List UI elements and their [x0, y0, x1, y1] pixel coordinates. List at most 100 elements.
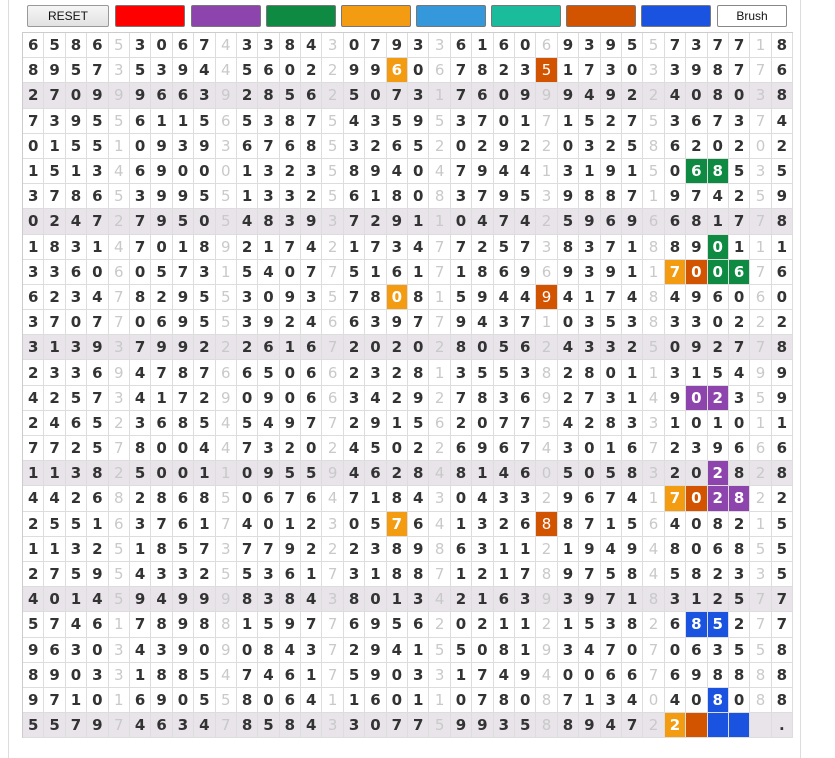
grid-cell[interactable]: 7: [44, 184, 66, 210]
grid-cell[interactable]: 9: [771, 385, 794, 411]
grid-cell[interactable]: 7: [728, 58, 751, 84]
grid-cell[interactable]: 3: [343, 133, 366, 159]
grid-cell[interactable]: 9: [536, 637, 558, 663]
grid-cell[interactable]: 2: [728, 612, 751, 638]
grid-cell[interactable]: 7: [65, 713, 88, 739]
grid-cell[interactable]: 3: [579, 335, 601, 361]
grid-cell[interactable]: 0: [621, 58, 644, 84]
grid-cell[interactable]: 3: [408, 83, 430, 109]
grid-cell[interactable]: 7: [215, 713, 237, 739]
grid-cell[interactable]: 1: [750, 410, 772, 436]
grid-cell[interactable]: 8: [151, 612, 173, 638]
grid-cell[interactable]: 1: [44, 133, 66, 159]
grid-cell[interactable]: 2: [472, 561, 494, 588]
grid-cell[interactable]: 8: [258, 637, 280, 663]
grid-cell[interactable]: 2: [664, 461, 687, 487]
grid-cell[interactable]: 6: [215, 360, 237, 386]
grid-cell[interactable]: 3: [129, 33, 152, 59]
grid-cell[interactable]: 8: [172, 662, 195, 688]
grid-cell[interactable]: 2: [322, 234, 344, 260]
grid-cell[interactable]: 2: [493, 58, 515, 84]
grid-cell[interactable]: 7: [750, 335, 772, 361]
grid-cell[interactable]: 8: [771, 687, 794, 714]
grid-cell[interactable]: 6: [343, 310, 366, 336]
grid-cell[interactable]: 0: [65, 83, 88, 109]
grid-cell[interactable]: 7: [643, 436, 665, 462]
grid-cell[interactable]: 4: [514, 284, 537, 311]
grid-cell[interactable]: 5: [236, 58, 259, 84]
grid-cell[interactable]: 9: [493, 133, 515, 159]
grid-cell[interactable]: 8: [686, 612, 708, 638]
grid-cell[interactable]: 3: [579, 310, 601, 336]
grid-cell[interactable]: 3: [579, 33, 601, 59]
grid-cell[interactable]: 1: [750, 234, 772, 260]
grid-cell[interactable]: 4: [343, 461, 366, 487]
grid-cell[interactable]: 7: [664, 33, 687, 59]
grid-cell[interactable]: 9: [215, 385, 237, 411]
grid-cell[interactable]: 5: [194, 662, 216, 688]
grid-cell[interactable]: 3: [514, 587, 537, 613]
grid-cell[interactable]: 6: [771, 436, 794, 462]
grid-cell[interactable]: 3: [258, 33, 280, 59]
grid-cell[interactable]: 8: [664, 234, 687, 260]
grid-cell[interactable]: 7: [44, 561, 66, 588]
grid-cell[interactable]: 1: [108, 687, 130, 714]
grid-cell[interactable]: 6: [621, 662, 644, 688]
grid-cell[interactable]: 2: [386, 335, 409, 361]
grid-cell[interactable]: 3: [258, 108, 280, 134]
grid-cell[interactable]: 9: [172, 284, 195, 311]
grid-cell[interactable]: 3: [23, 259, 45, 285]
grid-cell[interactable]: 7: [514, 410, 537, 436]
grid-cell[interactable]: 2: [322, 83, 344, 109]
grid-cell[interactable]: 1: [343, 234, 366, 260]
grid-cell[interactable]: 7: [129, 612, 152, 638]
grid-cell[interactable]: 4: [408, 486, 430, 512]
grid-cell[interactable]: 2: [429, 436, 451, 462]
grid-cell[interactable]: 9: [194, 133, 216, 159]
grid-cell[interactable]: 2: [386, 360, 409, 386]
grid-cell[interactable]: 6: [386, 58, 409, 84]
grid-cell[interactable]: 6: [23, 33, 45, 59]
grid-cell[interactable]: 3: [322, 713, 344, 739]
grid-cell[interactable]: 6: [664, 612, 687, 638]
grid-cell[interactable]: 2: [707, 461, 729, 487]
grid-cell[interactable]: 4: [557, 284, 580, 311]
grid-cell[interactable]: 1: [450, 561, 473, 588]
grid-cell[interactable]: 0: [686, 259, 708, 285]
grid-cell[interactable]: 4: [643, 561, 665, 588]
grid-cell[interactable]: 4: [23, 486, 45, 512]
grid-cell[interactable]: 7: [151, 360, 173, 386]
grid-cell[interactable]: 1: [771, 410, 794, 436]
grid-cell[interactable]: 6: [322, 310, 344, 336]
grid-cell[interactable]: 9: [279, 612, 302, 638]
grid-cell[interactable]: 4: [643, 385, 665, 411]
grid-cell[interactable]: 0: [258, 511, 280, 537]
grid-cell[interactable]: 5: [65, 561, 88, 588]
grid-cell[interactable]: 7: [600, 587, 622, 613]
grid-cell[interactable]: 3: [600, 385, 622, 411]
grid-cell[interactable]: 0: [707, 310, 729, 336]
grid-cell[interactable]: 7: [322, 612, 344, 638]
grid-cell[interactable]: 7: [44, 612, 66, 638]
grid-cell[interactable]: 0: [365, 713, 387, 739]
grid-cell[interactable]: 5: [236, 259, 259, 285]
grid-cell[interactable]: 3: [514, 58, 537, 84]
grid-cell[interactable]: 0: [279, 259, 302, 285]
grid-cell[interactable]: 3: [343, 561, 366, 588]
grid-cell[interactable]: 1: [621, 158, 644, 185]
grid-cell[interactable]: 8: [536, 511, 558, 537]
grid-cell[interactable]: 6: [386, 259, 409, 285]
grid-cell[interactable]: 4: [129, 713, 152, 739]
grid-cell[interactable]: 2: [536, 612, 558, 638]
grid-cell[interactable]: 5: [194, 184, 216, 210]
grid-cell[interactable]: 6: [579, 486, 601, 512]
color-swatch-purple[interactable]: [191, 5, 261, 27]
grid-cell[interactable]: 8: [151, 486, 173, 512]
grid-cell[interactable]: 8: [728, 536, 751, 562]
grid-cell[interactable]: 7: [129, 335, 152, 361]
grid-cell[interactable]: 2: [643, 83, 665, 109]
grid-cell[interactable]: 0: [87, 259, 109, 285]
color-swatch-blue[interactable]: [416, 5, 486, 27]
grid-cell[interactable]: 3: [557, 436, 580, 462]
grid-cell[interactable]: .: [771, 713, 794, 739]
